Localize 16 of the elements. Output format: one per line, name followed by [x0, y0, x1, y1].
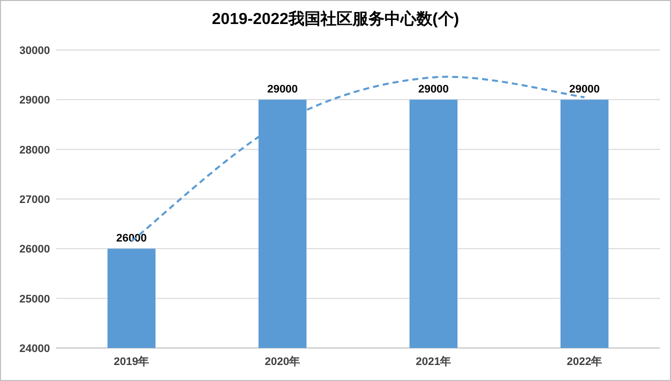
- y-tick-label: 30000: [19, 45, 50, 57]
- y-tick-label: 29000: [19, 94, 50, 107]
- chart-title: 2019-2022我国社区服务中心数(个): [212, 9, 460, 28]
- data-label: 29000: [267, 84, 298, 96]
- y-tick-label: 28000: [19, 144, 50, 156]
- data-label: 29000: [418, 84, 449, 96]
- x-tick-label: 2020年: [264, 355, 300, 368]
- x-tick-label: 2019年: [114, 355, 150, 368]
- y-tick-label: 25000: [19, 293, 50, 306]
- data-label: 29000: [569, 84, 600, 96]
- y-tick-label: 24000: [19, 343, 50, 355]
- data-label: 26000: [116, 232, 147, 245]
- x-tick-label: 2021年: [416, 355, 452, 368]
- y-tick-label: 27000: [19, 194, 50, 206]
- x-tick-label: 2022年: [566, 355, 602, 368]
- y-tick-label: 26000: [19, 244, 50, 256]
